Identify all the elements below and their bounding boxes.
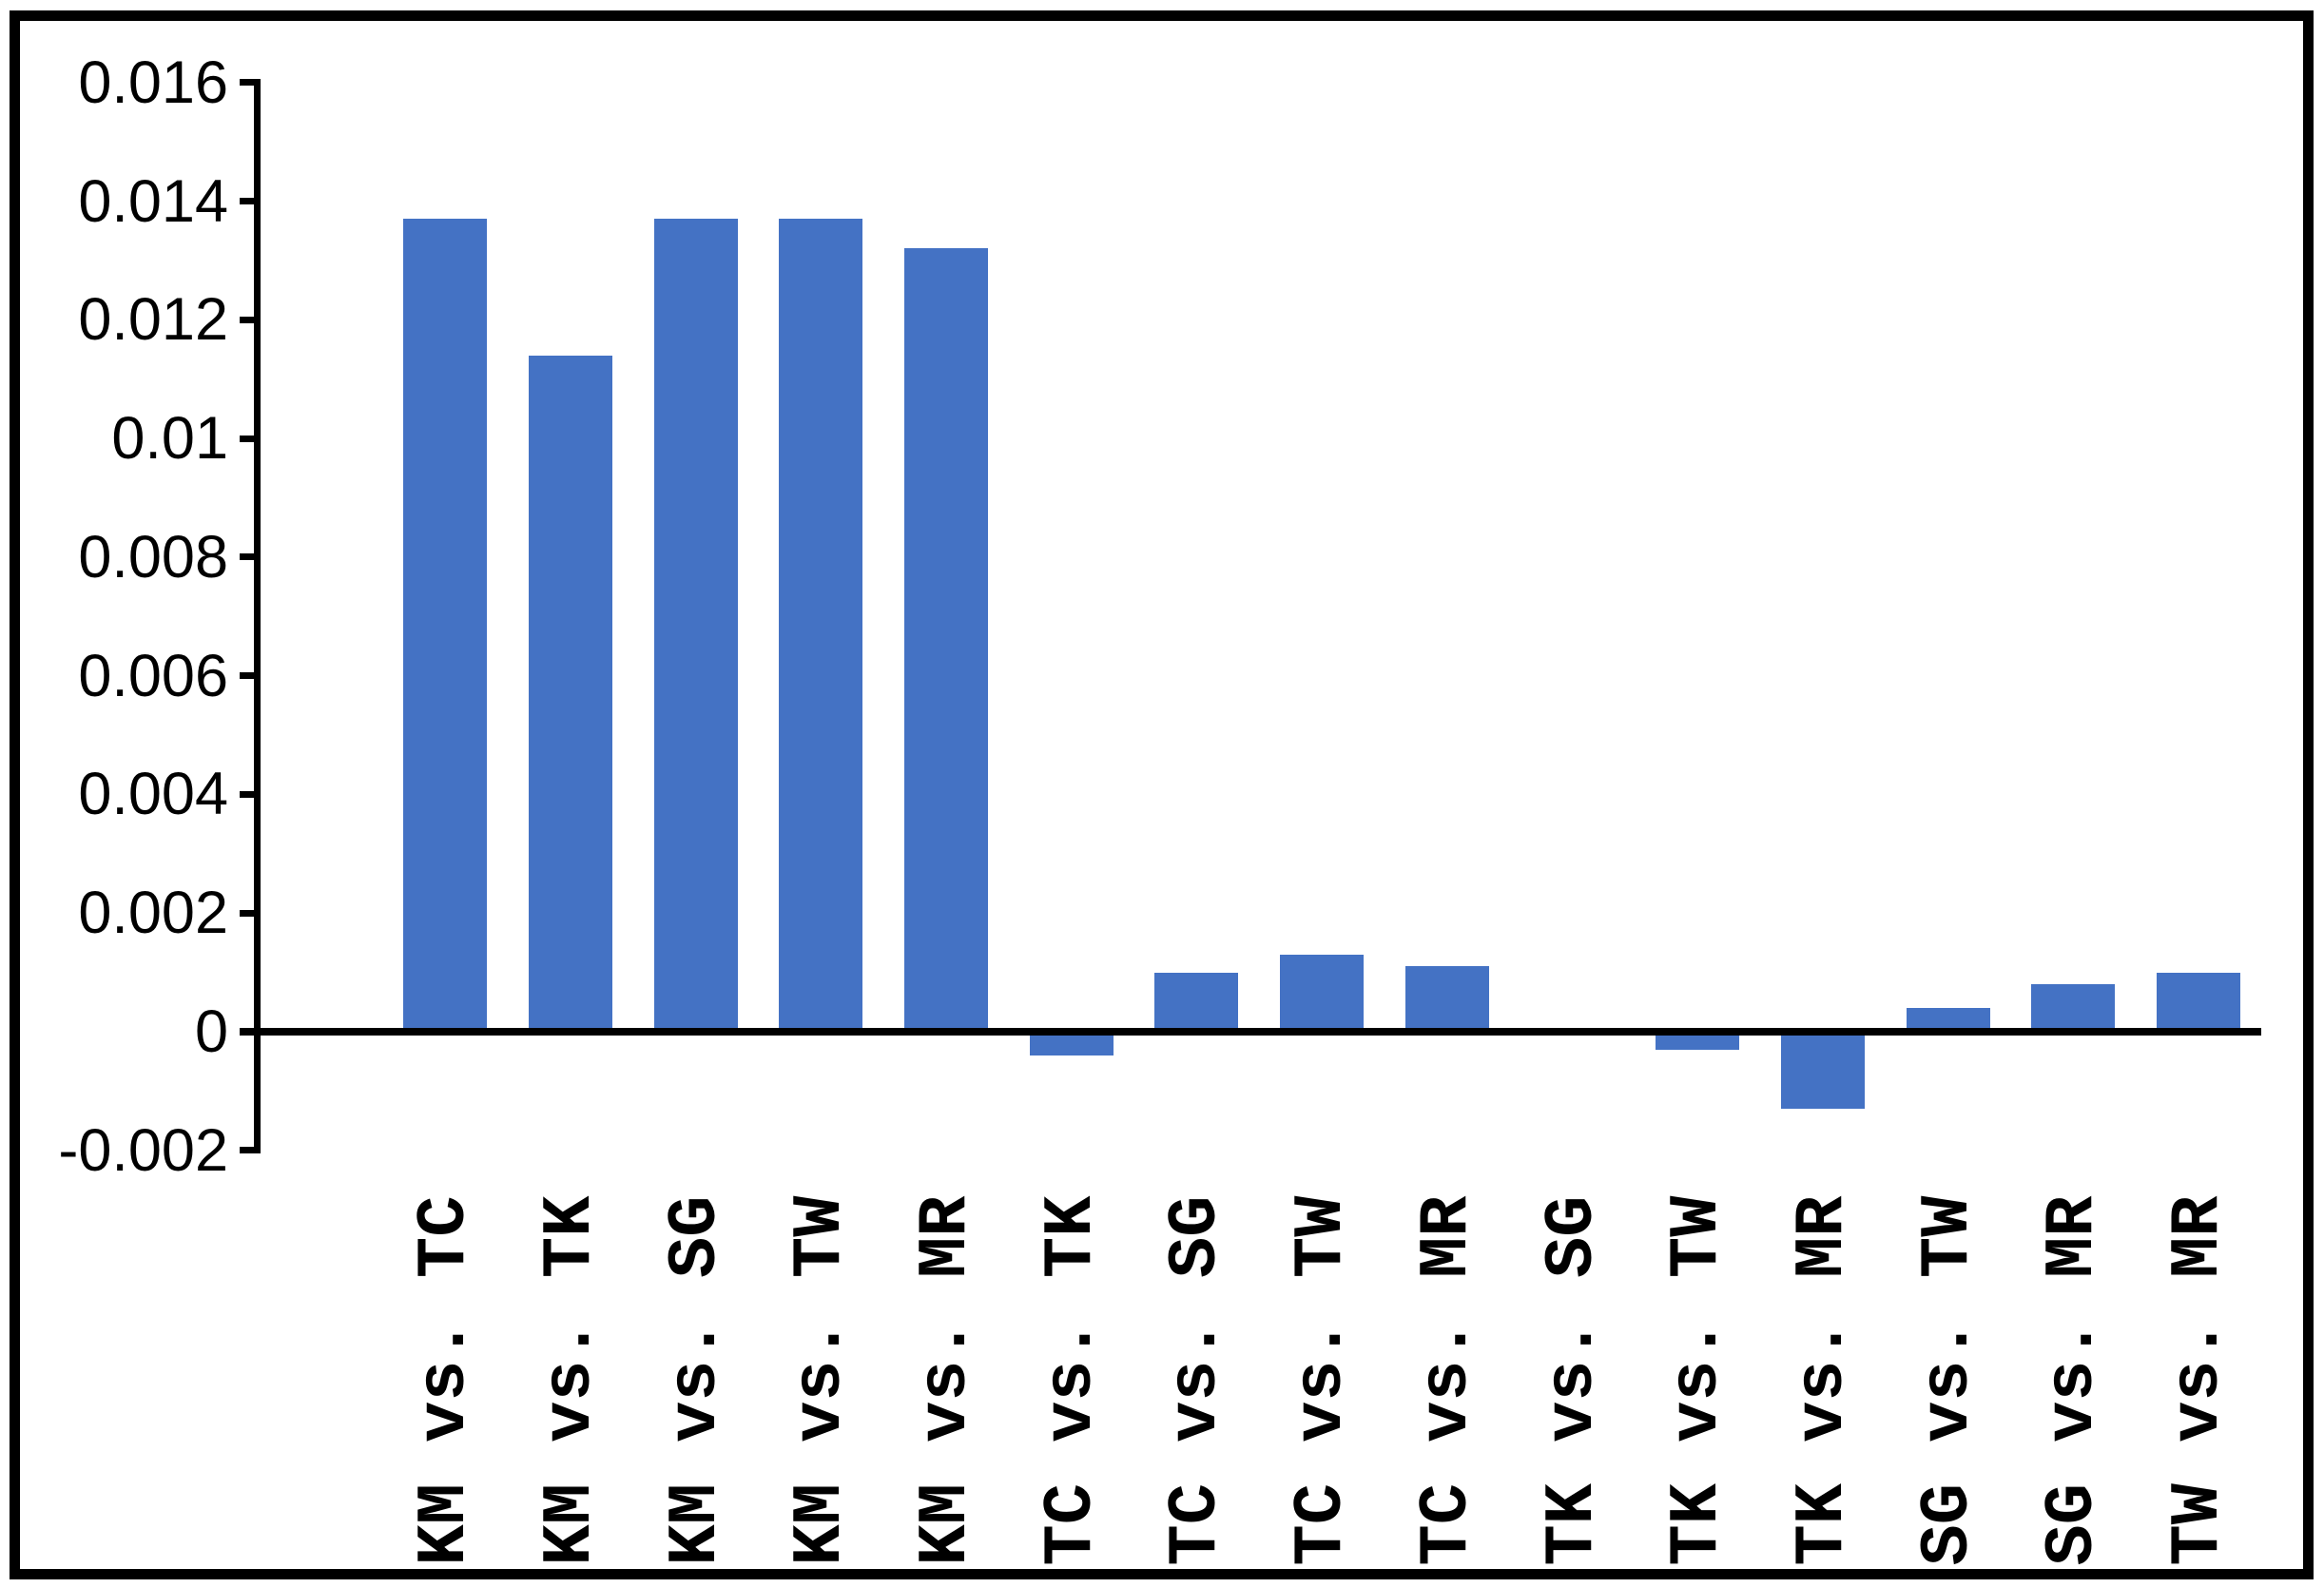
- y-tick-label: 0.012: [78, 286, 228, 354]
- y-tick-label: 0.01: [111, 405, 228, 473]
- x-axis-label: KM vs. MR: [906, 1195, 985, 1566]
- bar: [2031, 984, 2116, 1032]
- bar: [403, 219, 488, 1032]
- x-axis-label: TC vs. TK: [1032, 1195, 1111, 1566]
- bar: [1906, 1008, 1990, 1032]
- bar: [1404, 966, 1489, 1032]
- y-axis-tick: [240, 316, 254, 323]
- y-axis-tick: [240, 790, 254, 798]
- y-axis-tick: [240, 79, 254, 87]
- y-axis-tick: [240, 198, 254, 205]
- x-axis-label: SG vs. MR: [2034, 1195, 2113, 1566]
- x-axis-line: [240, 1028, 2261, 1036]
- y-axis-tick: [240, 909, 254, 917]
- x-axis-label: KM vs. SG: [656, 1195, 735, 1566]
- y-tick-label: 0.008: [78, 523, 228, 591]
- y-tick-label: -0.002: [58, 1116, 228, 1184]
- bar: [1154, 972, 1239, 1032]
- y-tick-label: 0.002: [78, 880, 228, 947]
- bar: [653, 219, 738, 1032]
- y-axis-tick: [240, 1147, 254, 1154]
- y-tick-label: 0.006: [78, 642, 228, 709]
- y-tick-label: 0.014: [78, 167, 228, 235]
- bar: [1029, 1032, 1114, 1055]
- x-axis-label: SG vs. TW: [1908, 1195, 1987, 1566]
- x-axis-label: TK vs. SG: [1533, 1195, 1612, 1566]
- bar: [903, 248, 988, 1032]
- bar: [1780, 1032, 1865, 1110]
- chart-border-frame: [10, 10, 2314, 1579]
- x-axis-label: KM vs. TW: [782, 1195, 861, 1566]
- y-axis-tick: [240, 672, 254, 680]
- y-tick-label: 0.016: [78, 48, 228, 116]
- x-axis-label: TK vs. MR: [1783, 1195, 1862, 1566]
- x-axis-label: TK vs. TW: [1658, 1195, 1737, 1566]
- x-axis-label: KM vs. TK: [531, 1195, 610, 1566]
- x-axis-label: TW vs. MR: [2159, 1195, 2238, 1566]
- bar: [2157, 972, 2241, 1032]
- bar: [1656, 1032, 1740, 1050]
- y-tick-label: 0.004: [78, 761, 228, 828]
- y-axis-line: [254, 79, 261, 1154]
- x-axis-label: KM vs. TC: [406, 1195, 485, 1566]
- x-axis-label: TC vs. MR: [1407, 1195, 1486, 1566]
- bar: [1280, 954, 1365, 1032]
- x-axis-label: TC vs. SG: [1157, 1195, 1236, 1566]
- bar: [528, 355, 612, 1032]
- y-axis-tick: [240, 553, 254, 561]
- x-axis-label: TC vs. TW: [1283, 1195, 1362, 1566]
- y-axis-tick: [240, 435, 254, 442]
- bar: [779, 219, 863, 1032]
- y-tick-label: 0: [194, 998, 228, 1065]
